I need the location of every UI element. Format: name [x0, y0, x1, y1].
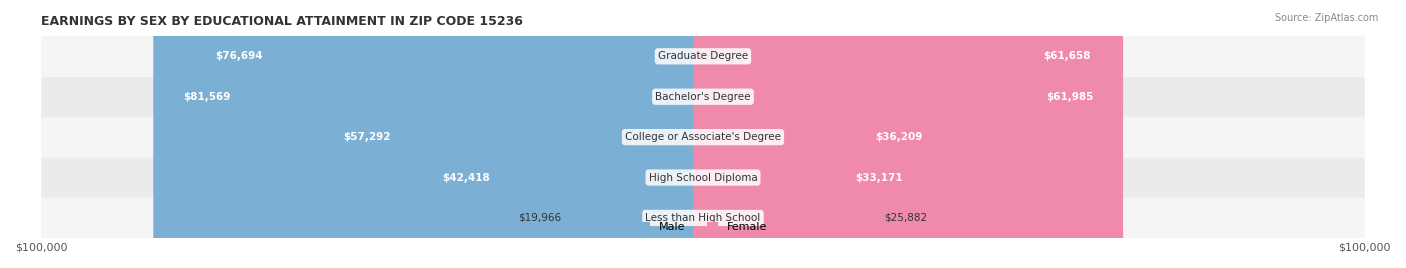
- FancyBboxPatch shape: [186, 0, 713, 268]
- Text: Source: ZipAtlas.com: Source: ZipAtlas.com: [1274, 13, 1378, 23]
- Text: $36,209: $36,209: [876, 132, 922, 142]
- Text: $33,171: $33,171: [855, 173, 903, 183]
- Text: $57,292: $57,292: [343, 132, 391, 142]
- FancyBboxPatch shape: [693, 0, 884, 268]
- FancyBboxPatch shape: [41, 117, 1365, 157]
- FancyBboxPatch shape: [314, 0, 713, 268]
- Text: College or Associate's Degree: College or Associate's Degree: [626, 132, 780, 142]
- FancyBboxPatch shape: [693, 0, 1123, 268]
- Text: $19,966: $19,966: [517, 213, 561, 223]
- Text: Graduate Degree: Graduate Degree: [658, 51, 748, 61]
- Text: $42,418: $42,418: [441, 173, 489, 183]
- Legend: Male, Female: Male, Female: [634, 218, 772, 237]
- Text: $61,658: $61,658: [1043, 51, 1091, 61]
- Text: $81,569: $81,569: [183, 92, 231, 102]
- FancyBboxPatch shape: [41, 36, 1365, 77]
- FancyBboxPatch shape: [693, 0, 1121, 268]
- Text: High School Diploma: High School Diploma: [648, 173, 758, 183]
- Text: Less than High School: Less than High School: [645, 213, 761, 223]
- FancyBboxPatch shape: [561, 0, 713, 268]
- FancyBboxPatch shape: [412, 0, 713, 268]
- FancyBboxPatch shape: [153, 0, 713, 268]
- Text: $25,882: $25,882: [884, 213, 928, 223]
- Text: EARNINGS BY SEX BY EDUCATIONAL ATTAINMENT IN ZIP CODE 15236: EARNINGS BY SEX BY EDUCATIONAL ATTAINMEN…: [41, 15, 523, 28]
- FancyBboxPatch shape: [41, 198, 1365, 238]
- Text: $76,694: $76,694: [215, 51, 263, 61]
- FancyBboxPatch shape: [41, 157, 1365, 198]
- FancyBboxPatch shape: [693, 0, 932, 268]
- Text: $61,985: $61,985: [1046, 92, 1094, 102]
- FancyBboxPatch shape: [41, 77, 1365, 117]
- FancyBboxPatch shape: [693, 0, 952, 268]
- Text: Bachelor's Degree: Bachelor's Degree: [655, 92, 751, 102]
